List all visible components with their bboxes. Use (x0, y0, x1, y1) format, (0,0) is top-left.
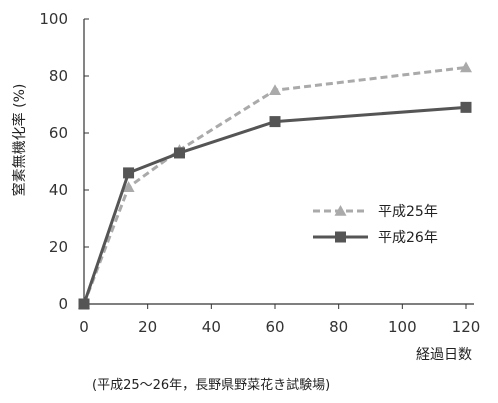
data-point (123, 167, 135, 179)
x-tick-label: 0 (79, 318, 89, 336)
x-axis-ticks: 0 20 40 60 80 100 120 (79, 304, 480, 336)
data-point (122, 181, 135, 192)
x-tick-label: 120 (452, 318, 481, 336)
legend-item: 平成25年 (313, 204, 438, 220)
data-point (269, 116, 281, 128)
y-tick-label: 40 (49, 181, 68, 199)
data-point (174, 147, 185, 159)
x-tick-label: 80 (329, 318, 348, 336)
y-axis-ticks: 0 20 40 60 80 100 (39, 10, 89, 313)
y-tick-label: 20 (49, 238, 68, 256)
y-tick-label: 0 (58, 295, 68, 313)
legend-label: 平成25年 (378, 204, 438, 220)
series-2 (78, 101, 472, 310)
series-line (82, 65, 467, 305)
data-point (78, 298, 90, 310)
legend-marker (334, 205, 347, 216)
x-tick-label: 40 (202, 318, 221, 336)
source-note: (平成25〜26年，長野県野菜花き試験場) (92, 377, 330, 393)
x-axis-title: 経過日数 (416, 347, 472, 363)
x-tick-label: 100 (388, 318, 417, 336)
legend-label: 平成26年 (378, 230, 438, 246)
x-tick-label: 60 (265, 318, 284, 336)
data-point (269, 84, 281, 96)
series-layer (78, 61, 472, 310)
data-point (460, 61, 472, 73)
y-tick-label: 60 (49, 124, 68, 142)
series-1 (78, 61, 472, 309)
axes (83, 19, 474, 305)
y-axis-title: 窒素無機化率 (%) (11, 84, 28, 197)
data-point (460, 101, 472, 113)
y-tick-label: 100 (39, 10, 68, 28)
legend-item: 平成26年 (313, 230, 438, 246)
y-tick-label: 80 (49, 67, 68, 85)
legend-marker (335, 231, 346, 243)
x-tick-label: 20 (138, 318, 157, 336)
